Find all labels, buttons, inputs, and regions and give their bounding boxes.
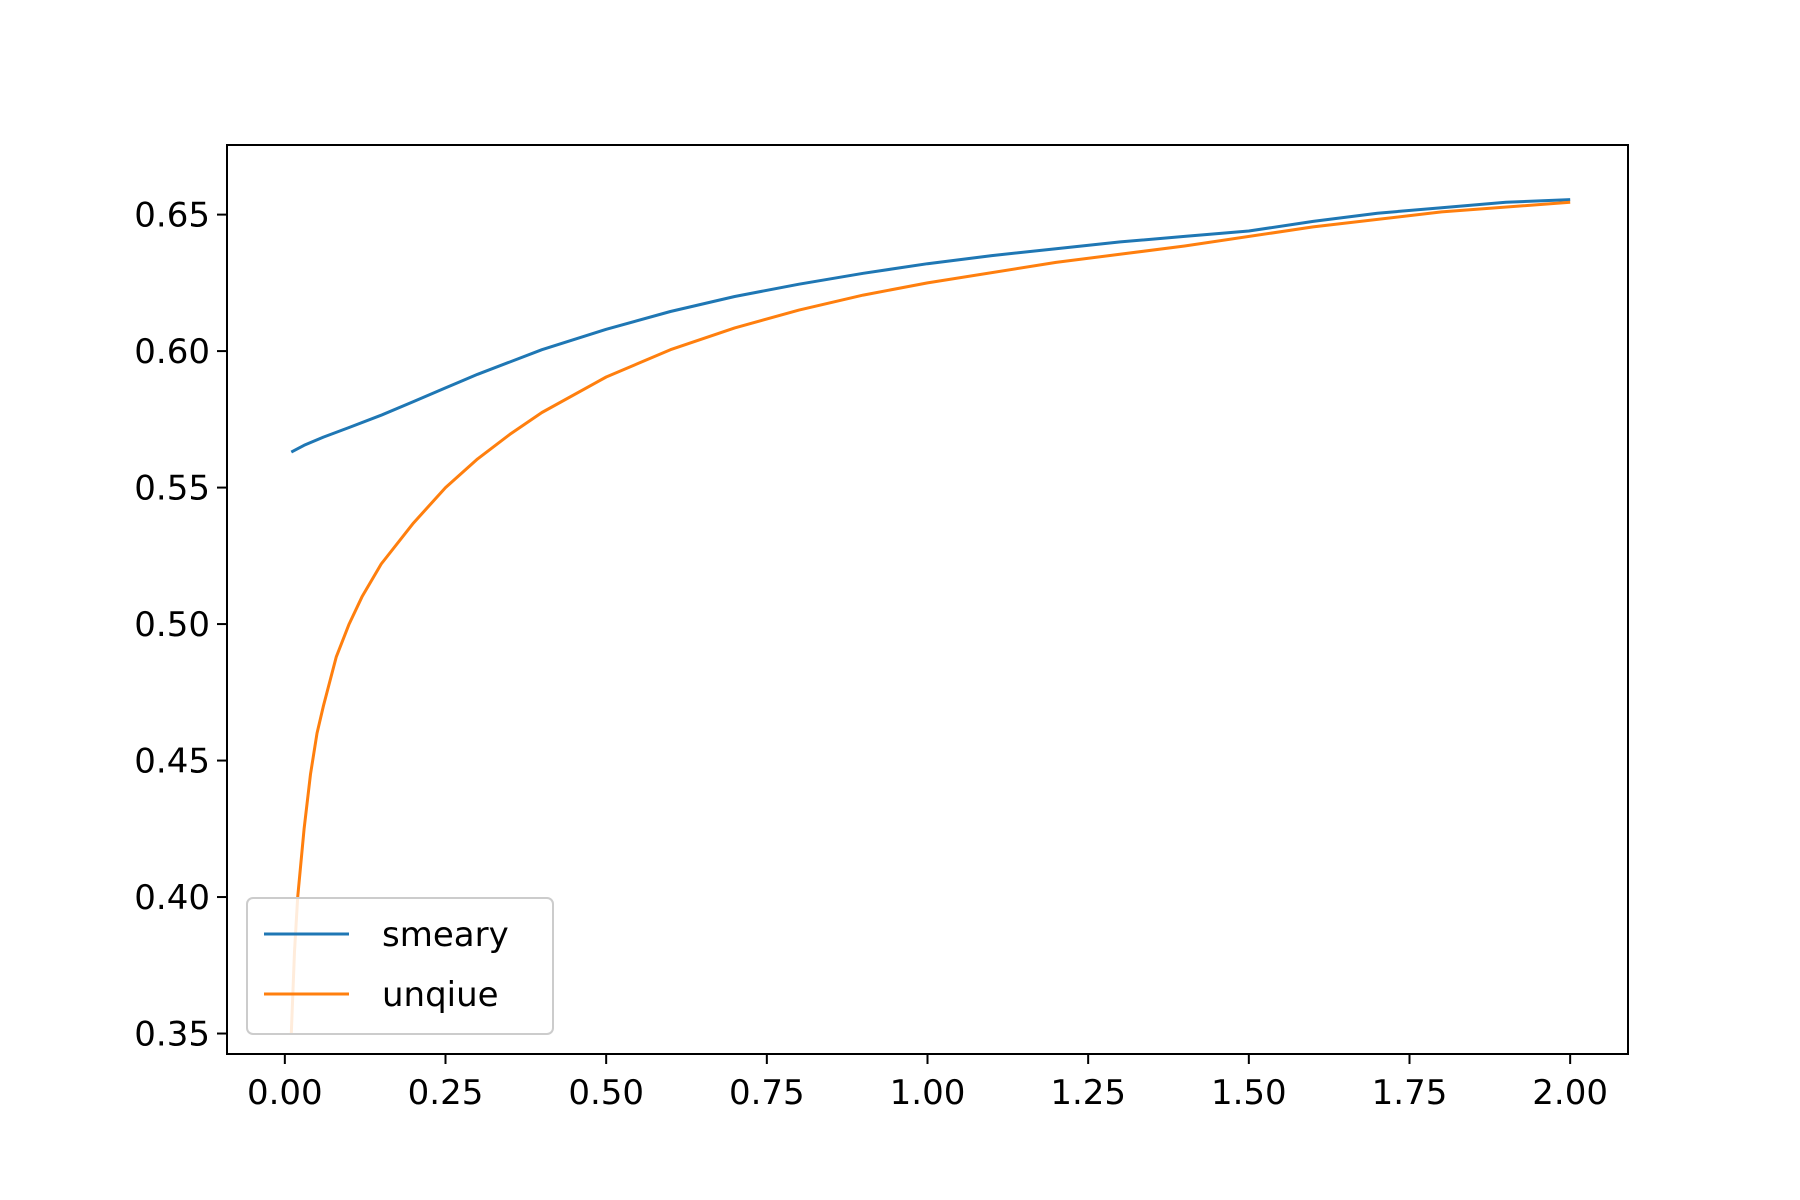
legend-label-unqiue: unqiue [382, 975, 499, 1015]
x-tick-label: 1.25 [1050, 1073, 1126, 1113]
series-lines [289, 198, 1571, 1034]
y-tick-label: 0.65 [134, 196, 210, 236]
x-tick-label: 0.75 [729, 1073, 805, 1113]
x-axis-ticks: 0.00 0.25 0.50 0.75 1.00 1.25 1.50 1.75 2.00 [247, 1054, 1608, 1113]
legend-box [246, 897, 554, 1035]
y-tick-label: 0.60 [134, 332, 210, 372]
series-line-smeary [290, 198, 1571, 454]
x-tick-label: 0.50 [568, 1073, 644, 1113]
x-tick-label: 1.75 [1372, 1073, 1448, 1113]
y-tick-label: 0.35 [134, 1015, 210, 1055]
y-tick-label: 0.40 [134, 878, 210, 918]
y-tick-label: 0.50 [134, 605, 210, 645]
y-tick-label: 0.55 [134, 469, 210, 509]
y-tick-label: 0.45 [134, 742, 210, 782]
series-line-unqiue [289, 200, 1571, 1034]
x-tick-label: 2.00 [1532, 1073, 1608, 1113]
x-tick-label: 0.00 [247, 1073, 323, 1113]
x-tick-label: 1.00 [890, 1073, 966, 1113]
y-axis-ticks: 0.35 0.40 0.45 0.50 0.55 0.60 0.65 [134, 196, 227, 1055]
legend: smeary unqiue [246, 897, 554, 1035]
x-tick-label: 0.25 [408, 1073, 484, 1113]
legend-label-smeary: smeary [382, 915, 509, 955]
x-tick-label: 1.50 [1211, 1073, 1287, 1113]
